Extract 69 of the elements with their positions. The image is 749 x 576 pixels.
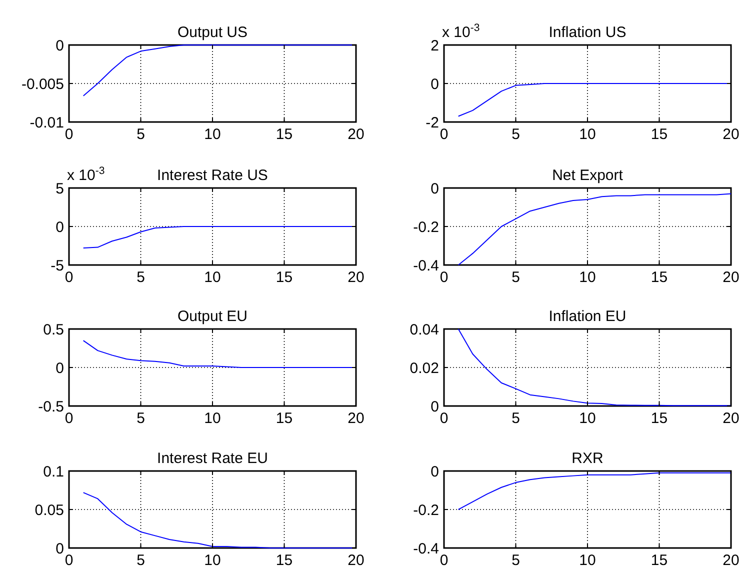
x-tick-label: 20 xyxy=(348,126,364,143)
x-tick-label: 15 xyxy=(650,552,668,569)
y-tick-label: 0.05 xyxy=(34,502,64,519)
x-tick-label: 20 xyxy=(348,552,364,569)
x-tick-label: 15 xyxy=(276,410,293,427)
y-tick-label: 0 xyxy=(56,540,64,558)
chart-title: Inflation EU xyxy=(548,308,626,325)
line-series xyxy=(458,328,732,406)
x-tick-label: 20 xyxy=(722,269,740,286)
x-tick-label: 10 xyxy=(579,126,596,143)
chart-title: Inflation US xyxy=(548,24,626,41)
x-tick-label: 5 xyxy=(136,410,145,427)
x-tick-label: 10 xyxy=(204,410,221,427)
x-tick-label: 10 xyxy=(204,126,221,143)
x-tick-label: 5 xyxy=(512,269,520,286)
x-tick-label: 20 xyxy=(722,552,740,569)
text: x 10$^{-3}$ xyxy=(442,22,480,41)
x-tick-label: 5 xyxy=(512,552,520,569)
y-tick-label: -2 xyxy=(426,114,439,132)
y-tick-label: 0 xyxy=(56,218,64,236)
line-series xyxy=(458,472,732,510)
y-tick-label: 0 xyxy=(430,398,439,416)
y-tick-label: -0.4 xyxy=(413,540,439,558)
text: x 10$^{-3}$ xyxy=(67,165,105,184)
y-tick-label: -0.4 xyxy=(413,257,439,274)
x-tick-label: 20 xyxy=(722,410,740,427)
x-tick-label: 15 xyxy=(276,126,293,143)
y-tick-label: -0.2 xyxy=(413,218,439,236)
chart-title: Interest Rate EU xyxy=(157,450,268,467)
x-tick-label: 15 xyxy=(650,410,668,427)
chart-title: Net Export xyxy=(552,167,624,184)
y-tick-label: -0.2 xyxy=(413,502,439,519)
x-tick-label: 10 xyxy=(579,410,596,427)
chart-title: Interest Rate US xyxy=(157,167,268,184)
y-tick-label: -5 xyxy=(50,257,64,274)
y-tick-label: 0.04 xyxy=(410,321,439,338)
x-tick-label: 10 xyxy=(579,552,596,569)
y-tick-label: 0 xyxy=(430,463,439,480)
y-tick-label: 2 xyxy=(430,37,439,54)
x-tick-label: 15 xyxy=(276,552,293,569)
y-tick-label: -0.01 xyxy=(30,114,64,132)
chart-title: Output US xyxy=(177,24,248,41)
y-tick-label: 0.02 xyxy=(410,360,439,377)
x-tick-label: 10 xyxy=(204,552,221,569)
x-tick-label: 10 xyxy=(204,269,221,286)
y-tick-label: 0.5 xyxy=(43,321,64,338)
y-tick-label: 0 xyxy=(56,37,64,54)
y-tick-label: 0 xyxy=(430,76,439,93)
x-tick-label: 15 xyxy=(650,269,668,286)
y-tick-label: 5 xyxy=(56,180,64,198)
x-tick-label: 5 xyxy=(136,126,145,143)
x-tick-label: 15 xyxy=(276,269,293,286)
y-tick-label: 0 xyxy=(430,180,439,198)
y-tick-label: 0.1 xyxy=(43,463,64,480)
x-tick-label: 5 xyxy=(512,410,520,427)
x-tick-label: 10 xyxy=(579,269,596,286)
y-tick-label: -0.5 xyxy=(38,398,64,416)
y-tick-label: 0 xyxy=(56,360,64,377)
x-tick-label: 20 xyxy=(348,410,364,427)
x-tick-label: 20 xyxy=(348,269,364,286)
line-series xyxy=(458,193,732,266)
y-tick-label: -0.005 xyxy=(21,76,64,93)
x-tick-label: 5 xyxy=(136,269,145,286)
x-tick-label: 5 xyxy=(512,126,520,143)
chart-title: RXR xyxy=(572,450,604,467)
x-tick-label: 15 xyxy=(650,126,668,143)
x-tick-label: 5 xyxy=(136,552,145,569)
x-tick-label: 20 xyxy=(722,126,740,143)
chart-title: Output EU xyxy=(177,308,248,325)
